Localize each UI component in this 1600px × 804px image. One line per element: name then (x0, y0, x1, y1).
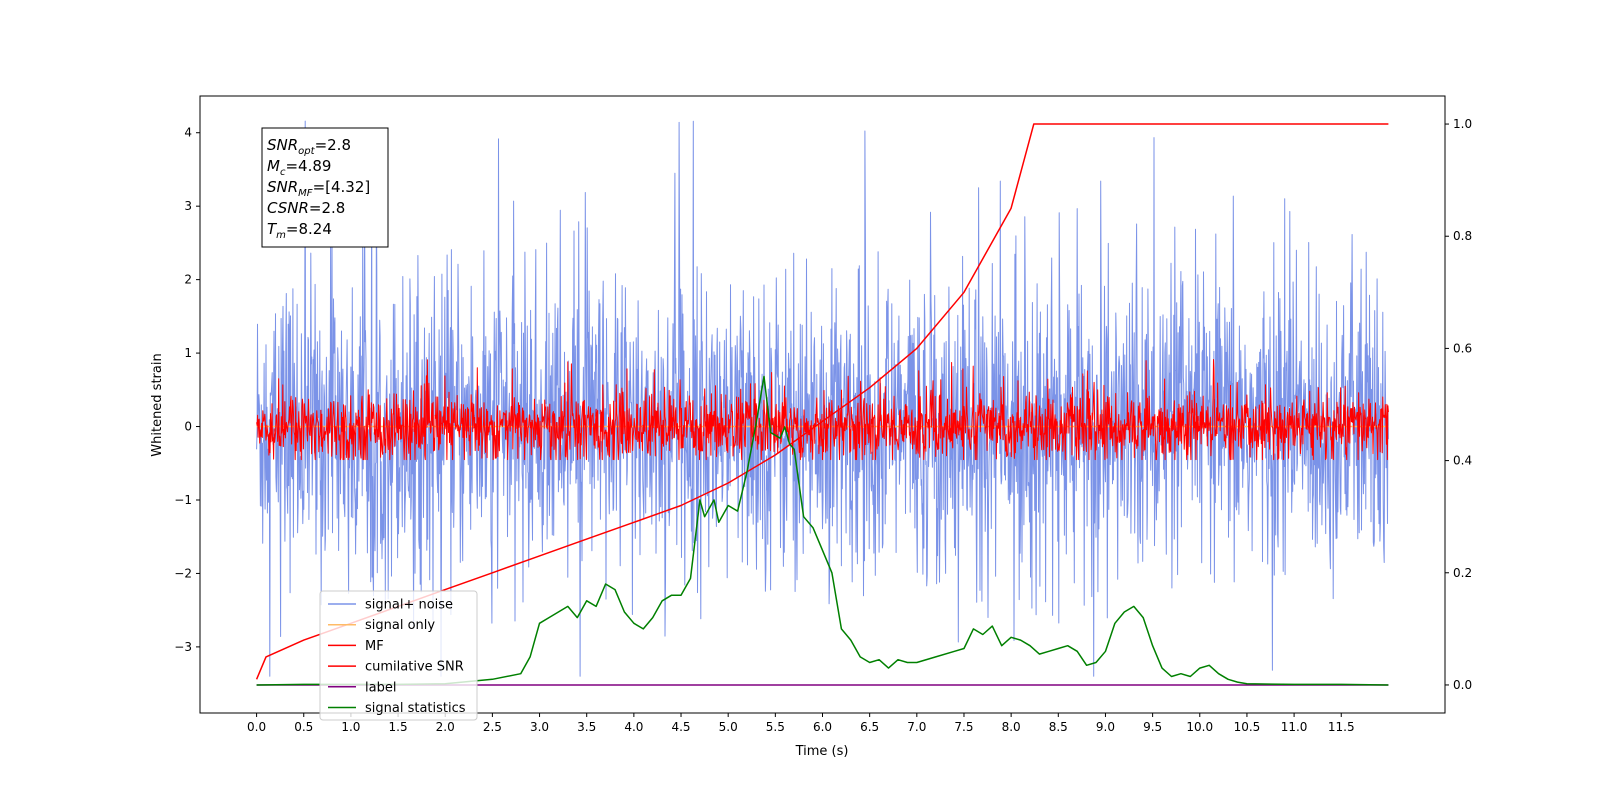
annotation-line: SNRMF=[4.32] (267, 178, 370, 199)
y-left-tick-label: −2 (174, 566, 192, 580)
annotation-frame (261, 127, 389, 248)
x-tick-label: 1.5 (389, 720, 408, 734)
annotation-base: M (267, 157, 280, 175)
legend: signal+ noise signal only MF cumilative SNR… (319, 590, 478, 721)
y-left-tick-label: −1 (174, 493, 192, 507)
x-tick-label: 1.0 (341, 720, 360, 734)
x-axis: 0.0 0.5 1.0 1.5 2.0 2.5 3.0 3.5 4.0 4.5 5.0 5.5 6.0 6… (247, 713, 1355, 734)
annotation-sub: MF (298, 188, 313, 199)
y-left-tick-label: −3 (174, 640, 192, 654)
x-tick-label: 7.0 (907, 720, 926, 734)
annotation-value: =2.8 (309, 199, 345, 217)
x-tick-label: 7.5 (954, 720, 973, 734)
y-left-tick-label: 4 (184, 126, 192, 140)
y-right-tick-label: 0.0 (1453, 678, 1472, 692)
x-tick-label: 9.0 (1096, 720, 1115, 734)
y-right-tick-label: 0.8 (1453, 229, 1472, 243)
annotation-value: =2.8 (315, 136, 351, 154)
y-right-tick-label: 1.0 (1453, 117, 1472, 131)
x-tick-label: 6.0 (813, 720, 832, 734)
y-right-tick-label: 0.4 (1453, 454, 1472, 468)
legend-label: signal statistics (365, 701, 466, 716)
annotation-line: Tm=8.24 (267, 220, 332, 241)
x-tick-label: 3.5 (577, 720, 596, 734)
x-tick-label: 4.0 (624, 720, 643, 734)
annotation-base: SNR (267, 136, 298, 154)
x-tick-label: 10.5 (1234, 720, 1261, 734)
y-right-tick-label: 0.2 (1453, 566, 1472, 580)
x-axis-label: Time (s) (795, 744, 849, 759)
annotation-sub: m (276, 230, 286, 241)
legend-label: cumilative SNR (365, 660, 464, 675)
x-tick-label: 2.0 (436, 720, 455, 734)
legend-label: signal only (365, 618, 435, 633)
x-tick-label: 4.5 (671, 720, 690, 734)
y-right-tick-label: 0.6 (1453, 341, 1472, 355)
annotation-value: =8.24 (286, 220, 332, 238)
y-left-tick-label: 2 (184, 273, 192, 287)
legend-frame (319, 590, 478, 721)
x-tick-label: 10.0 (1186, 720, 1213, 734)
x-tick-label: 11.0 (1281, 720, 1308, 734)
y-left-tick-label: 0 (184, 420, 192, 434)
annotation-value: =4.89 (285, 157, 331, 175)
x-tick-label: 5.5 (766, 720, 785, 734)
x-tick-label: 0.0 (247, 720, 266, 734)
x-tick-label: 11.5 (1328, 720, 1355, 734)
x-tick-label: 9.5 (1143, 720, 1162, 734)
y-axis-right: 0.0 0.2 0.4 0.6 0.8 1.0 (1445, 117, 1472, 692)
y-axis-label-left: Whitened strain (150, 353, 165, 456)
x-tick-label: 3.0 (530, 720, 549, 734)
x-tick-label: 2.5 (483, 720, 502, 734)
x-tick-label: 8.0 (1002, 720, 1021, 734)
legend-label: signal+ noise (365, 598, 453, 613)
annotation-line: CSNR=2.8 (267, 199, 345, 217)
x-tick-label: 0.5 (294, 720, 313, 734)
annotation-line: Mc=4.89 (267, 157, 331, 178)
annotation-base: T (267, 220, 278, 238)
annotation-sub: opt (298, 146, 315, 157)
legend-label: label (365, 680, 396, 695)
y-left-tick-label: 1 (184, 346, 192, 360)
annotation-sub: c (280, 167, 286, 178)
y-left-tick-label: 3 (184, 199, 192, 213)
series-line-5 (256, 375, 1389, 686)
series-line-2 (256, 359, 1389, 461)
x-tick-label: 5.0 (719, 720, 738, 734)
annotation-line: SNRopt=2.8 (267, 136, 351, 157)
annotation-box: SNRopt=2.8Mc=4.89SNRMF=[4.32]CSNR=2.8Tm=… (261, 127, 389, 248)
y-axis-left: −3 −2 −1 0 1 2 3 4 (174, 126, 200, 654)
legend-label: MF (365, 639, 384, 654)
x-tick-label: 8.5 (1049, 720, 1068, 734)
annotation-value: =[4.32] (313, 178, 371, 196)
annotation-base: SNR (267, 178, 298, 196)
annotation-base: CSNR (267, 199, 309, 217)
x-tick-label: 6.5 (860, 720, 879, 734)
